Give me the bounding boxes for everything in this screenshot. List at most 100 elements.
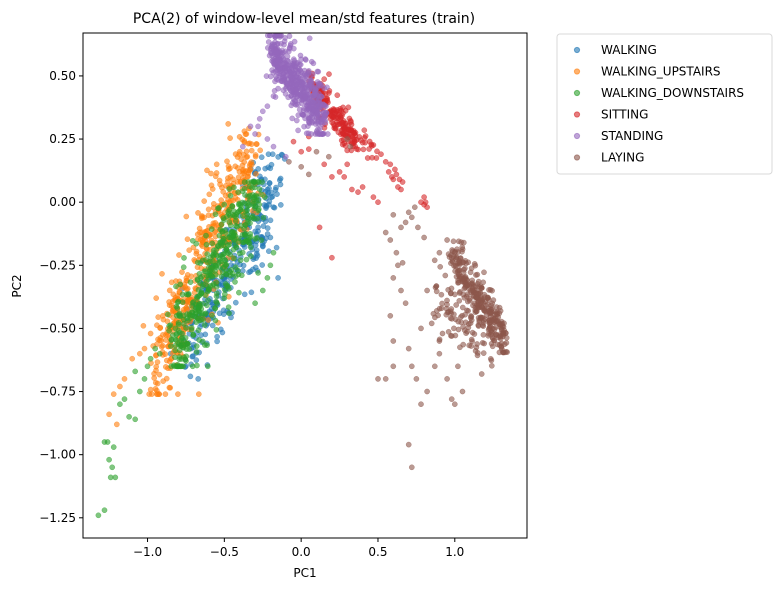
- data-point: [287, 73, 294, 80]
- data-point: [174, 299, 181, 306]
- data-point: [298, 148, 305, 155]
- data-point: [480, 331, 487, 338]
- data-point: [503, 340, 510, 346]
- x-axis-label: PC1: [293, 566, 316, 580]
- data-point: [442, 272, 449, 279]
- data-point: [214, 300, 220, 307]
- data-point: [312, 84, 319, 91]
- data-point: [361, 134, 368, 141]
- data-point: [272, 34, 279, 40]
- data-point: [160, 312, 166, 319]
- data-point: [264, 186, 271, 193]
- data-point: [208, 170, 214, 177]
- data-point: [260, 214, 267, 221]
- data-point: [220, 251, 226, 258]
- legend-label: WALKING_UPSTAIRS: [601, 65, 721, 79]
- data-point: [265, 248, 272, 255]
- data-point: [293, 117, 300, 124]
- data-point: [484, 295, 491, 302]
- data-point: [182, 356, 189, 363]
- data-point: [199, 283, 206, 289]
- legend-label: WALKING_DOWNSTAIRS: [601, 86, 744, 100]
- data-point: [405, 441, 412, 448]
- data-point: [184, 236, 191, 243]
- data-point: [159, 342, 166, 349]
- data-point: [281, 68, 288, 75]
- data-point: [289, 62, 295, 69]
- data-point: [448, 285, 455, 292]
- data-point: [189, 353, 196, 360]
- data-point: [259, 287, 266, 294]
- data-point: [302, 57, 309, 63]
- x-tick-label: 0.5: [368, 545, 387, 559]
- data-point: [448, 310, 455, 317]
- data-point: [467, 269, 474, 276]
- data-point: [487, 314, 494, 320]
- data-point: [474, 352, 481, 359]
- data-point: [255, 270, 261, 276]
- data-point: [234, 223, 240, 230]
- data-point: [217, 181, 223, 188]
- data-point: [202, 311, 208, 318]
- data-point: [258, 154, 265, 161]
- legend: WALKING WALKING_UPSTAIRS WALKING_DOWNSTAIR…: [556, 33, 773, 175]
- data-point: [216, 232, 223, 239]
- data-point: [433, 283, 440, 290]
- data-point: [178, 338, 185, 344]
- data-point: [325, 153, 332, 160]
- data-point: [238, 272, 245, 279]
- data-point: [489, 300, 496, 307]
- data-point: [478, 371, 485, 377]
- data-point: [252, 264, 259, 271]
- data-point: [236, 133, 243, 140]
- data-point: [194, 362, 200, 369]
- data-point: [256, 201, 263, 208]
- scatter-points: [95, 32, 510, 519]
- data-point: [234, 165, 241, 171]
- legend-marker: [573, 46, 581, 54]
- data-point: [259, 108, 266, 115]
- data-point: [289, 115, 296, 122]
- plot-area-frame: [82, 32, 528, 539]
- data-point: [424, 287, 430, 294]
- data-point: [188, 273, 195, 280]
- data-point: [395, 262, 401, 269]
- data-point: [342, 107, 349, 114]
- data-point: [305, 146, 312, 152]
- data-point: [413, 376, 420, 382]
- data-point: [209, 240, 216, 247]
- data-point: [199, 237, 206, 244]
- data-point: [239, 167, 246, 174]
- data-point: [444, 376, 450, 382]
- data-point: [313, 148, 320, 155]
- data-point: [166, 384, 173, 391]
- data-point: [306, 35, 313, 42]
- data-point: [390, 363, 397, 370]
- data-point: [239, 212, 246, 219]
- data-point: [246, 240, 253, 247]
- data-point: [193, 357, 200, 363]
- data-point: [347, 143, 354, 150]
- data-point: [382, 376, 389, 382]
- data-point: [187, 373, 194, 380]
- data-point: [226, 241, 233, 248]
- data-point: [399, 179, 406, 185]
- data-point: [209, 186, 216, 192]
- data-point: [236, 289, 242, 296]
- data-point: [475, 323, 482, 329]
- data-point: [179, 291, 186, 298]
- data-point: [387, 312, 394, 319]
- data-point: [205, 297, 211, 304]
- data-point: [214, 333, 220, 340]
- data-point: [344, 161, 351, 168]
- data-point: [305, 68, 312, 74]
- data-point: [461, 327, 468, 334]
- data-point: [402, 219, 409, 226]
- y-axis-label: PC2: [10, 274, 24, 297]
- data-point: [163, 375, 170, 382]
- data-point: [232, 299, 239, 306]
- data-point: [462, 265, 468, 272]
- data-point: [465, 321, 472, 327]
- data-point: [502, 330, 509, 336]
- data-point: [261, 194, 268, 200]
